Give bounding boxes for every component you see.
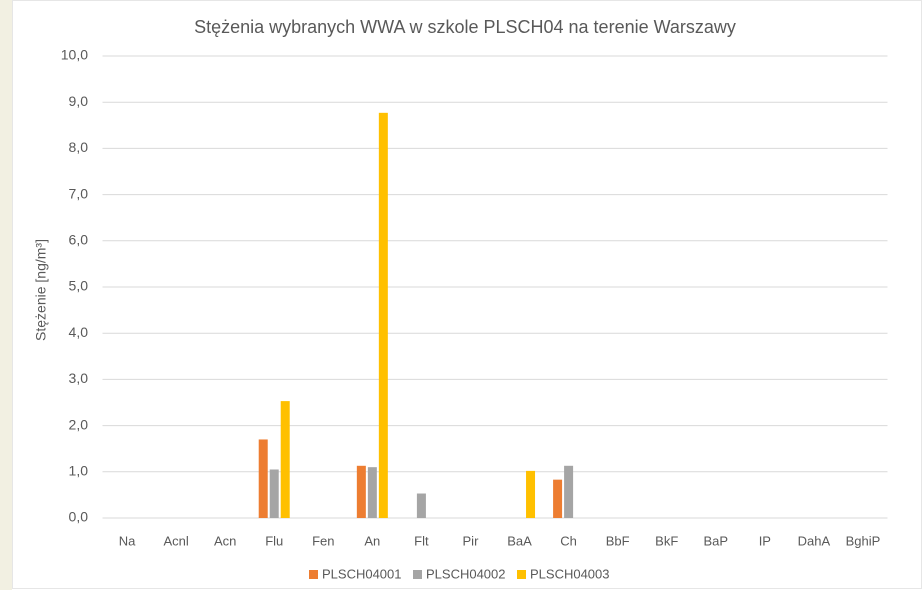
x-tick-label: BghiP	[846, 533, 881, 548]
bar	[416, 493, 426, 518]
legend-swatch	[517, 570, 526, 579]
y-tick-label: 1,0	[69, 463, 89, 479]
x-tick-label: BkF	[655, 533, 678, 548]
y-tick-label: 5,0	[69, 278, 89, 294]
legend-label: PLSCH04002	[426, 566, 506, 581]
x-tick-label: Pir	[463, 533, 480, 548]
bar	[564, 465, 574, 518]
bar	[280, 401, 290, 518]
bar	[526, 470, 536, 518]
chart-area	[12, 0, 922, 589]
y-tick-label: 3,0	[69, 370, 89, 386]
bar	[378, 112, 388, 519]
legend-label: PLSCH04001	[322, 566, 402, 581]
bar	[367, 467, 377, 518]
legend-label: PLSCH04003	[530, 566, 610, 581]
x-tick-label: Na	[119, 533, 136, 548]
x-tick-label: An	[364, 533, 380, 548]
y-tick-label: 8,0	[69, 139, 89, 155]
y-tick-label: 9,0	[69, 93, 89, 109]
y-tick-label: 7,0	[69, 185, 89, 201]
y-tick-label: 4,0	[69, 324, 89, 340]
side-strip	[0, 0, 12, 590]
x-tick-label: BbF	[606, 533, 630, 548]
chart-title: Stężenia wybranych WWA w szkole PLSCH04 …	[194, 17, 736, 37]
x-tick-label: DahA	[798, 533, 831, 548]
x-tick-label: Fen	[312, 533, 334, 548]
y-tick-label: 2,0	[69, 416, 89, 432]
x-tick-label: Acnl	[163, 533, 188, 548]
bar	[553, 479, 563, 518]
x-tick-label: IP	[759, 533, 771, 548]
x-tick-label: Ch	[560, 533, 577, 548]
y-tick-label: 6,0	[69, 232, 89, 248]
x-tick-label: BaA	[507, 533, 532, 548]
y-tick-label: 0,0	[69, 509, 89, 525]
bar	[258, 439, 268, 518]
bar	[356, 465, 366, 518]
x-tick-label: BaP	[703, 533, 728, 548]
bar	[269, 469, 279, 518]
y-tick-label: 10,0	[61, 47, 88, 63]
x-tick-label: Flu	[265, 533, 283, 548]
y-axis-label: Stężenie [ng/m³]	[33, 239, 49, 341]
x-tick-label: Flt	[414, 533, 429, 548]
legend-swatch	[309, 570, 318, 579]
legend-swatch	[413, 570, 422, 579]
x-tick-label: Acn	[214, 533, 236, 548]
